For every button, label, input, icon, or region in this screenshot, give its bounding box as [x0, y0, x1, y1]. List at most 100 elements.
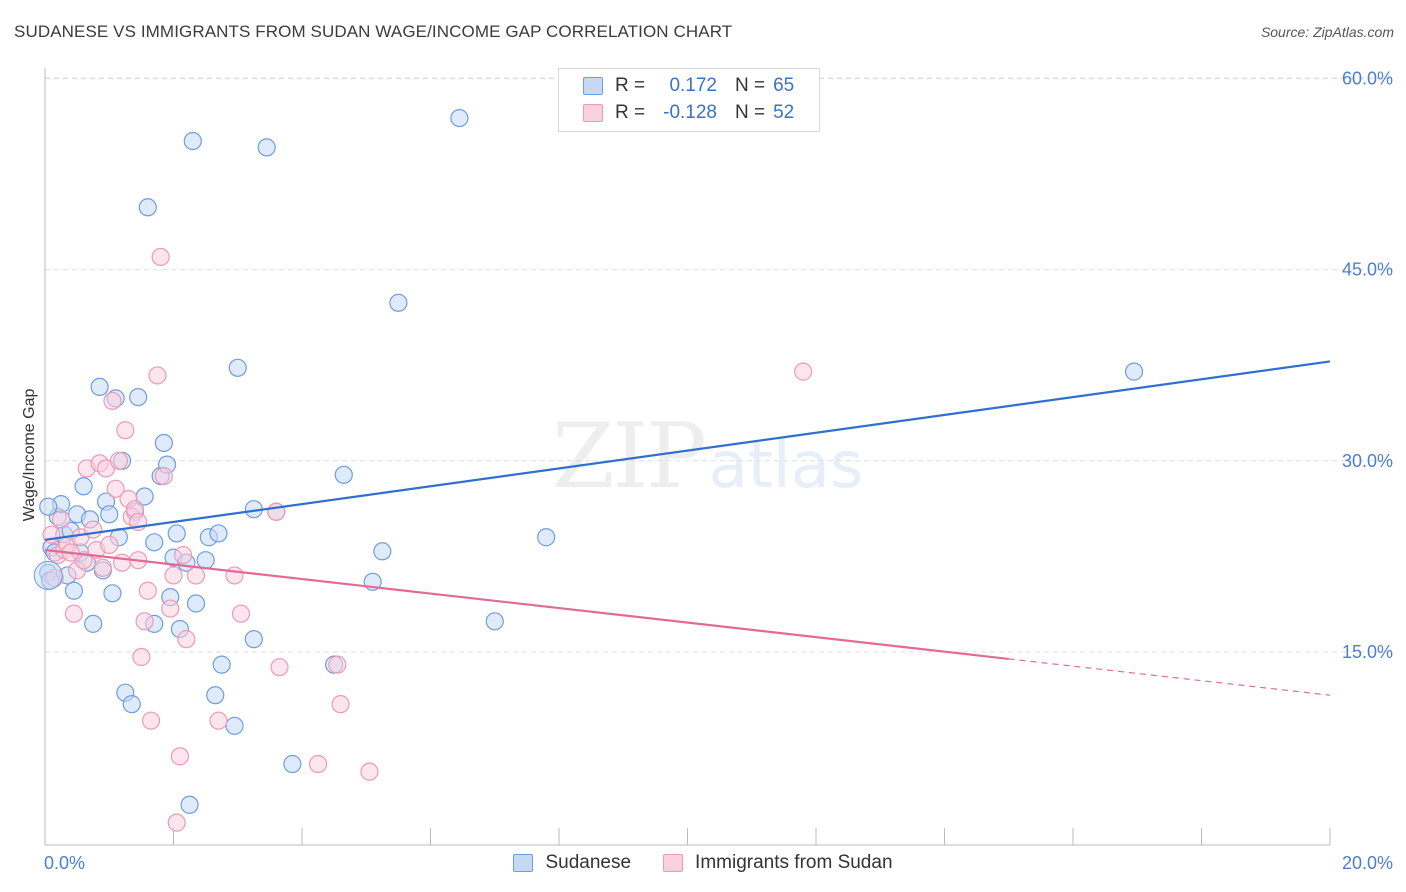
point-immigrants	[794, 362, 813, 381]
point-immigrants	[84, 520, 103, 539]
point-immigrants	[270, 658, 289, 677]
legend-n-label: N =	[735, 102, 766, 123]
chart-title: SUDANESE VS IMMIGRANTS FROM SUDAN WAGE/I…	[14, 22, 733, 41]
point-immigrants	[186, 566, 206, 585]
point-immigrants	[103, 391, 122, 411]
x-tick-label: 20.0%	[1342, 853, 1393, 873]
point-sudanese	[90, 377, 109, 397]
source-label: Source: ZipAtlas.com	[1260, 24, 1394, 40]
point-sudanese	[283, 754, 302, 774]
point-sudanese	[138, 198, 157, 217]
point-immigrants	[154, 466, 173, 486]
point-sudanese	[100, 505, 119, 524]
point-immigrants	[141, 711, 161, 730]
x-tick-label: 0.0%	[44, 853, 85, 873]
point-immigrants	[328, 655, 347, 674]
point-immigrants	[148, 366, 167, 385]
watermark: ZIPatlas	[552, 404, 863, 509]
point-immigrants	[106, 479, 125, 498]
point-immigrants	[170, 747, 190, 766]
series-legend: Sudanese Immigrants from Sudan	[0, 852, 1406, 874]
legend-r-value: -0.128	[663, 102, 717, 123]
point-sudanese	[389, 293, 408, 312]
point-sudanese	[84, 614, 103, 633]
point-immigrants	[132, 647, 151, 667]
point-sudanese	[206, 686, 225, 705]
legend-swatch-blue	[583, 77, 603, 95]
point-immigrants	[151, 247, 170, 267]
point-sudanese	[537, 528, 556, 547]
point-immigrants	[116, 421, 135, 440]
point-sudanese	[196, 551, 215, 570]
legend-n-label: N =	[735, 75, 766, 96]
point-immigrants	[161, 599, 180, 618]
point-sudanese	[103, 584, 122, 603]
point-sudanese	[129, 388, 148, 407]
legend-swatch-pink	[663, 854, 684, 872]
point-sudanese	[64, 581, 84, 600]
point-sudanese	[183, 131, 202, 151]
point-immigrants	[93, 558, 112, 577]
point-sudanese	[485, 612, 504, 631]
legend-n-value: 52	[773, 102, 795, 123]
point-sudanese	[154, 433, 173, 453]
point-immigrants	[51, 510, 71, 529]
point-immigrants	[112, 553, 132, 572]
point-immigrants	[138, 581, 157, 600]
point-immigrants	[360, 762, 379, 781]
point-sudanese	[167, 524, 186, 543]
point-immigrants	[135, 612, 154, 631]
point-immigrants	[177, 630, 196, 649]
point-sudanese	[122, 695, 141, 714]
point-sudanese	[334, 465, 353, 484]
legend-item-immigrants[interactable]: Immigrants from Sudan	[663, 852, 893, 874]
trend-line-immigrants	[44, 548, 1009, 661]
point-immigrants	[167, 813, 186, 832]
point-sudanese	[228, 358, 247, 377]
legend-swatch-blue	[513, 854, 534, 872]
watermark-atlas: atlas	[708, 429, 864, 503]
point-immigrants	[209, 711, 228, 730]
point-immigrants	[109, 451, 128, 470]
point-sudanese	[244, 630, 263, 649]
point-immigrants	[64, 604, 84, 623]
y-tick-label: 30.0%	[1342, 451, 1393, 471]
legend-label-immigrants: Immigrants from Sudan	[695, 852, 893, 873]
point-sudanese	[225, 716, 244, 735]
point-sudanese	[145, 533, 164, 552]
legend-item-sudanese[interactable]: Sudanese	[513, 852, 631, 874]
legend-row-sudanese: R = 0.172 N = 65	[583, 74, 794, 98]
point-sudanese	[373, 542, 392, 561]
point-sudanese	[180, 795, 199, 814]
trend-line-dashed-immigrants	[1008, 658, 1331, 696]
point-sudanese	[39, 497, 58, 516]
point-immigrants	[331, 695, 350, 714]
point-sudanese	[74, 477, 93, 496]
legend-r-label: R =	[615, 102, 646, 123]
legend-r-label: R =	[615, 75, 646, 96]
y-tick-label: 15.0%	[1342, 642, 1393, 662]
y-tick-label: 45.0%	[1342, 260, 1393, 280]
legend-row-immigrants: R = -0.128 N = 52	[583, 101, 794, 125]
point-immigrants	[308, 754, 328, 774]
point-sudanese	[1124, 362, 1144, 381]
watermark-zip: ZIP	[552, 404, 707, 509]
legend-label-sudanese: Sudanese	[545, 852, 632, 873]
point-immigrants	[225, 566, 244, 585]
point-sudanese	[186, 594, 206, 613]
legend-swatch-pink	[583, 104, 603, 122]
point-sudanese	[212, 655, 231, 674]
point-immigrants	[174, 545, 193, 565]
point-immigrants	[164, 566, 183, 585]
point-cluster	[33, 560, 63, 590]
y-axis-label: Wage/Income Gap	[21, 389, 38, 522]
point-sudanese	[257, 138, 276, 157]
point-sudanese	[209, 524, 228, 543]
point-immigrants	[100, 535, 119, 554]
trend-line-sudanese	[44, 360, 1331, 541]
correlation-legend: R = 0.172 N = 65 R = -0.128 N = 52	[558, 68, 820, 132]
point-sudanese	[450, 108, 469, 128]
y-tick-label: 60.0%	[1342, 69, 1393, 89]
legend-r-value: 0.172	[669, 75, 717, 96]
